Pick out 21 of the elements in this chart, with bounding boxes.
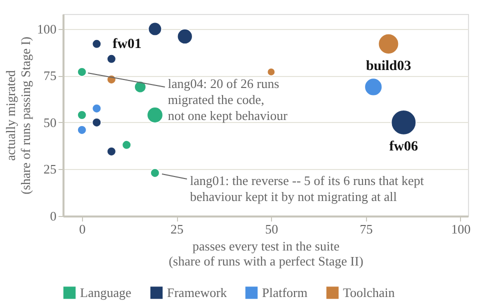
- legend-label: Toolchain: [343, 284, 396, 300]
- y-tick-label: 100: [37, 21, 56, 36]
- annotation: fw01: [112, 36, 142, 52]
- legend-label: Language: [80, 284, 132, 300]
- annotation: build03: [366, 58, 412, 74]
- y-axis-title: actually migrated (share of runs passing Stage I): [3, 36, 33, 194]
- x-tick-label: 75: [360, 222, 373, 236]
- annotation: fw06: [389, 139, 418, 154]
- y-tick-label: 75: [44, 68, 56, 84]
- x-tick-label: 100: [451, 222, 471, 236]
- annotation: lang01: the reverse -- 5 of its 6 runs that kept behaviour kept it by not migrating at all: [190, 172, 424, 204]
- y-tick-label: 25: [44, 162, 56, 177]
- x-tick-label: 0: [79, 222, 86, 236]
- x-axis-title: passes every test in the suite (share of runs with a perfect Stage II): [168, 238, 364, 268]
- legend-label: Framework: [167, 284, 228, 300]
- y-tick-label: 50: [44, 114, 56, 130]
- x-tick-label: 25: [170, 222, 184, 236]
- annotation: lang04: 20 of 26 runs migrated the code, not one kept behaviour: [168, 76, 288, 123]
- y-tick-label: 0: [50, 208, 56, 224]
- legend-label: Platform: [262, 284, 308, 300]
- x-tick-label: 50: [265, 222, 278, 236]
